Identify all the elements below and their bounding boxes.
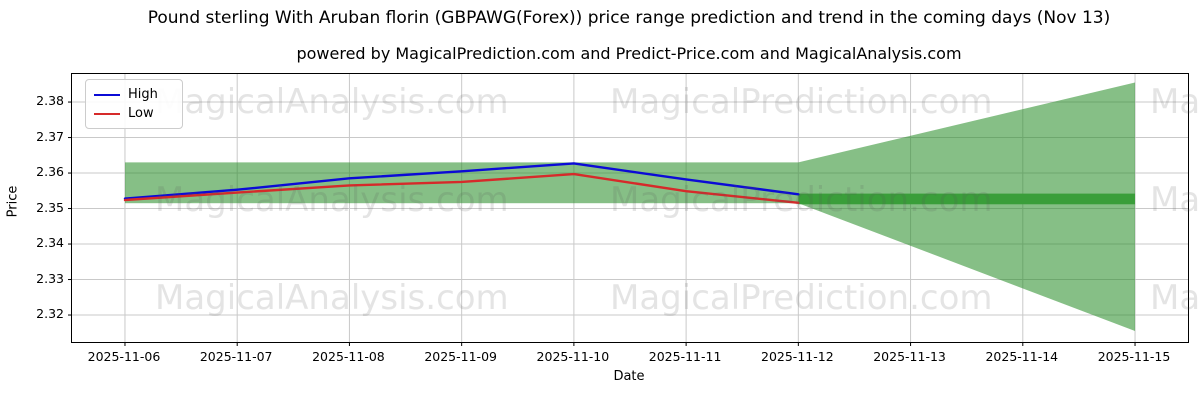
x-tick-label: 2025-11-08: [312, 349, 385, 364]
x-tick-label: 2025-11-09: [424, 349, 497, 364]
legend-label-low: Low: [128, 106, 154, 121]
legend-item-high: High: [94, 85, 174, 104]
x-tick-label: 2025-11-14: [985, 349, 1059, 364]
chart-title: Pound sterling With Aruban florin (GBPAW…: [147, 8, 1111, 28]
legend-label-high: High: [128, 87, 158, 102]
x-tick-label: 2025-11-07: [199, 349, 273, 364]
y-tick-label: 2.37: [36, 128, 64, 144]
y-tick-label: 2.34: [36, 235, 64, 251]
y-tick-label: 2.38: [36, 93, 64, 109]
low-line-swatch-icon: [94, 112, 120, 115]
legend: High Low: [85, 79, 183, 129]
legend-item-low: Low: [94, 104, 174, 123]
y-tick-label: 2.32: [36, 306, 64, 322]
x-tick-label: 2025-11-06: [87, 349, 161, 364]
high-line-swatch-icon: [94, 93, 120, 96]
y-tick-label: 2.35: [36, 199, 64, 215]
chart-subtitle: powered by MagicalPrediction.com and Pre…: [296, 44, 962, 63]
x-axis-label: Date: [613, 369, 645, 384]
plot-area: High Low: [68, 73, 1189, 346]
chart-canvas: [68, 74, 1188, 346]
x-tick-label: 2025-11-12: [761, 349, 834, 364]
y-tick-label: 2.33: [36, 270, 64, 286]
y-tick-label: 2.36: [36, 164, 64, 180]
x-tick-label: 2025-11-13: [873, 349, 946, 364]
x-tick-label: 2025-11-10: [536, 349, 610, 364]
x-tick-label: 2025-11-15: [1097, 349, 1171, 364]
x-tick-label: 2025-11-11: [648, 349, 722, 364]
